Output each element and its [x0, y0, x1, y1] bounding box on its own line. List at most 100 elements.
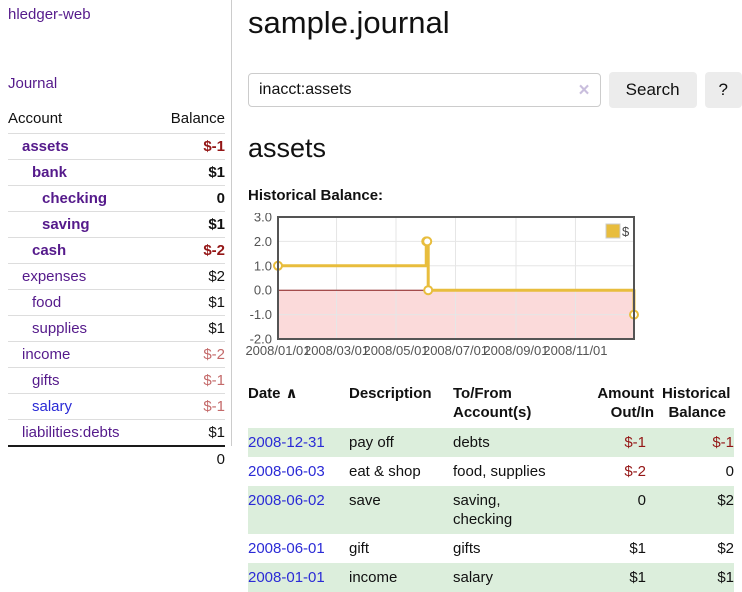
account-balance: $-1	[203, 138, 225, 155]
account-row: cash $-2	[8, 237, 225, 264]
account-balance: $1	[208, 164, 225, 181]
transaction-date-cell: 2008-06-03	[248, 457, 349, 486]
account-link-income[interactable]: income	[22, 346, 71, 363]
historical-balance-chart: $3.0 2.0 1.0 0.0 -1.0 -2.02008/01/012008/03/0…	[245, 210, 639, 358]
register-row: 2008-12-31 pay off debts $-1 $-1	[248, 428, 734, 457]
transaction-date-link[interactable]: 2008-06-03	[248, 463, 325, 480]
account-name-cell: income	[8, 342, 154, 368]
account-link-liabilities-debts[interactable]: liabilities:debts	[22, 424, 120, 441]
account-balance: $1	[208, 424, 225, 441]
column-header-historical-balance: Historical Balance	[662, 385, 731, 421]
accounts-table: Account Balance assets $-1 bank $1 checking 0…	[8, 106, 225, 472]
transaction-date-cell: 2008-06-01	[248, 534, 349, 563]
clear-search-icon[interactable]: ×	[578, 79, 590, 101]
app-brand-link[interactable]: hledger-web	[8, 6, 91, 23]
page-title: sample.journal	[248, 5, 450, 40]
sidebar-item-journal[interactable]: Journal	[8, 75, 58, 92]
transaction-balance: $2	[717, 540, 734, 557]
transaction-accounts: gifts	[453, 540, 481, 557]
transaction-balance: $2	[717, 492, 734, 509]
svg-text:2008/03/01: 2008/03/01	[304, 343, 369, 358]
transaction-balance: $1	[717, 569, 734, 586]
search-input[interactable]	[259, 81, 579, 99]
help-button[interactable]: ?	[704, 72, 742, 108]
svg-text:2008/09/01: 2008/09/01	[483, 343, 548, 358]
account-link-cash[interactable]: cash	[32, 242, 67, 259]
transaction-amount: 0	[637, 492, 646, 509]
transaction-date-link[interactable]: 2008-12-31	[248, 434, 325, 451]
register-row: 2008-06-01 gift gifts $1 $2	[248, 534, 734, 563]
account-link-gifts[interactable]: gifts	[32, 372, 60, 389]
account-link-food[interactable]: food	[32, 294, 62, 311]
transaction-date-link[interactable]: 2008-01-01	[248, 569, 325, 586]
transaction-balance: $-1	[712, 434, 734, 451]
account-balance: $2	[208, 268, 225, 285]
accounts-table-header: Account Balance	[8, 106, 225, 134]
account-name-cell: expenses	[8, 264, 154, 290]
transaction-description: gift	[349, 540, 370, 557]
transaction-amount: $1	[629, 569, 646, 586]
transaction-accounts: debts	[453, 434, 490, 451]
svg-text:-2.0: -2.0	[250, 332, 272, 347]
transaction-description: pay off	[349, 434, 394, 451]
account-balance: 0	[216, 190, 225, 207]
svg-text:0.0: 0.0	[254, 283, 272, 298]
transaction-amount: $-1	[624, 434, 646, 451]
column-header-balance: Balance	[154, 106, 225, 134]
svg-text:1.0: 1.0	[254, 258, 272, 273]
account-link-salary[interactable]: salary	[32, 398, 73, 415]
svg-text:3.0: 3.0	[254, 213, 272, 225]
transaction-date-link[interactable]: 2008-06-01	[248, 540, 325, 557]
account-link-supplies[interactable]: supplies	[32, 320, 88, 337]
search-form: × Search ?	[248, 72, 742, 108]
svg-text:2008/01/01: 2008/01/01	[245, 343, 310, 358]
transaction-date-link[interactable]: 2008-06-02	[248, 492, 325, 509]
transaction-description: eat & shop	[349, 463, 421, 480]
transaction-description: income	[349, 569, 398, 586]
account-row: bank $1	[8, 159, 225, 186]
account-row: income $-2	[8, 341, 225, 368]
account-name-cell: assets	[8, 134, 154, 160]
account-name-cell: bank	[8, 160, 154, 186]
account-link-checking[interactable]: checking	[42, 190, 108, 207]
account-row: expenses $2	[8, 263, 225, 290]
transaction-date-cell: 2008-12-31	[248, 428, 349, 457]
search-button[interactable]: Search	[608, 72, 697, 108]
register-table-header: Date ∧ Description To/From Account(s) Amount…	[248, 380, 734, 428]
svg-text:-1.0: -1.0	[250, 307, 272, 322]
account-link-expenses[interactable]: expenses	[22, 268, 87, 285]
transaction-date-cell: 2008-06-02	[248, 486, 349, 534]
account-link-assets[interactable]: assets	[22, 138, 69, 155]
column-header-description: Description	[349, 385, 432, 402]
register-table: Date ∧ Description To/From Account(s) Amount…	[248, 380, 734, 592]
account-balance: $-1	[203, 372, 225, 389]
svg-text:$: $	[622, 224, 630, 239]
account-name-cell: saving	[8, 212, 154, 238]
account-name-cell: supplies	[8, 316, 154, 342]
search-box: ×	[248, 73, 601, 107]
svg-text:2008/11/01: 2008/11/01	[543, 343, 607, 358]
account-name-cell: liabilities:debts	[8, 420, 154, 447]
account-balance: $-2	[203, 242, 225, 259]
transaction-amount: $1	[629, 540, 646, 557]
account-name-cell: food	[8, 290, 154, 316]
account-link-saving[interactable]: saving	[42, 216, 90, 233]
account-row: liabilities:debts $1	[8, 419, 225, 447]
account-balance: $-1	[203, 398, 225, 415]
account-name-cell: salary	[8, 394, 154, 420]
transaction-description: save	[349, 492, 381, 509]
sidebar: hledger-web Journal Account Balance asse…	[0, 0, 232, 472]
transaction-amount: $-2	[624, 463, 646, 480]
main-content: sample.journal × Search ? assets Histori…	[245, 0, 742, 592]
transaction-date-cell: 2008-01-01	[248, 563, 349, 592]
account-balance: $1	[208, 294, 225, 311]
register-row: 2008-01-01 income salary $1 $1	[248, 563, 734, 592]
transaction-balance: 0	[725, 463, 734, 480]
account-row: gifts $-1	[8, 367, 225, 394]
account-name-cell: cash	[8, 238, 154, 264]
column-header-date[interactable]: Date ∧	[248, 385, 298, 402]
transaction-accounts: saving, checking	[453, 492, 513, 528]
accounts-total-value: 0	[8, 445, 225, 472]
account-link-bank[interactable]: bank	[32, 164, 68, 181]
sort-asc-icon: ∧	[285, 385, 298, 402]
